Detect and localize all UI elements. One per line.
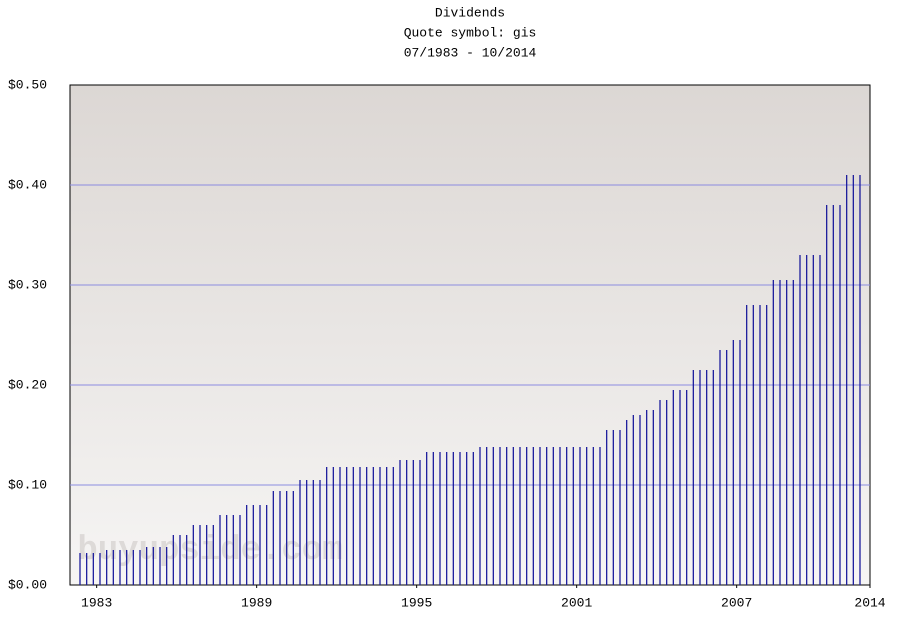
x-tick-label: 2007	[721, 595, 752, 610]
y-tick-label: $0.00	[8, 577, 47, 592]
chart-subtitle: Quote symbol: gis	[404, 25, 537, 40]
x-tick-label: 1983	[81, 595, 112, 610]
y-tick-label: $0.50	[8, 77, 47, 92]
x-tick-label: 1989	[241, 595, 272, 610]
chart-title: Dividends	[435, 5, 505, 20]
plot-area	[69, 84, 871, 586]
x-tick-label: 2001	[561, 595, 592, 610]
y-tick-label: $0.40	[8, 177, 47, 192]
y-tick-label: $0.10	[8, 477, 47, 492]
watermark: buyupside.com	[77, 532, 342, 570]
y-tick-label: $0.20	[8, 377, 47, 392]
x-tick-label: 2014	[854, 595, 885, 610]
date-range: 07/1983 - 10/2014	[404, 45, 537, 60]
x-tick-label: 1995	[401, 595, 432, 610]
y-tick-label: $0.30	[8, 277, 47, 292]
